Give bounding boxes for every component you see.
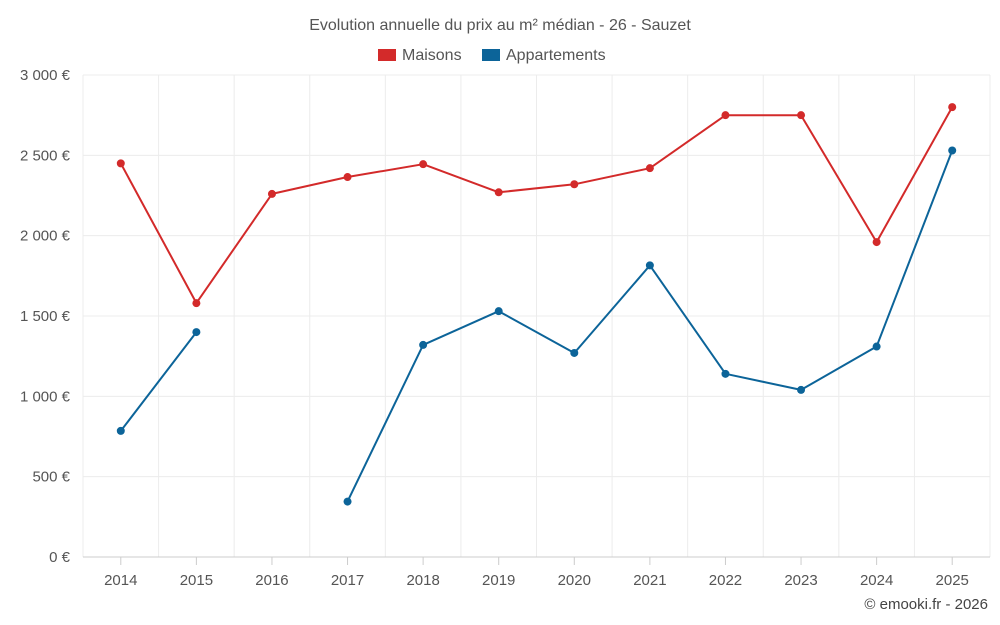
legend-label[interactable]: Appartements [506, 47, 606, 64]
data-point[interactable] [343, 497, 352, 506]
data-point[interactable] [872, 342, 881, 351]
data-point[interactable] [494, 188, 503, 197]
data-point[interactable] [192, 328, 201, 337]
x-tick-label: 2014 [104, 572, 137, 589]
series-line [119, 331, 198, 432]
series-maisons [116, 103, 957, 308]
y-tick-label: 3 000 € [20, 67, 71, 84]
x-tick-label: 2024 [860, 572, 893, 589]
data-point[interactable] [721, 111, 730, 120]
y-tick-label: 2 500 € [20, 147, 71, 164]
data-point[interactable] [192, 299, 201, 308]
data-point[interactable] [948, 146, 957, 155]
credit-text: © emooki.fr - 2026 [864, 596, 988, 613]
x-tick-label: 2021 [633, 572, 666, 589]
series [116, 103, 957, 506]
data-point[interactable] [570, 180, 579, 189]
x-tick-label: 2015 [180, 572, 213, 589]
legend-swatch [378, 49, 396, 61]
y-tick-label: 2 000 € [20, 228, 71, 245]
y-axis-ticks: 0 € 500 € 1 000 € 1 500 € 2 000 € 2 500 € 3 00… [20, 67, 71, 566]
data-point[interactable] [721, 369, 730, 378]
data-point[interactable] [419, 340, 428, 349]
data-point[interactable] [797, 385, 806, 394]
y-tick-label: 1 000 € [20, 388, 71, 405]
legend-swatch [482, 49, 500, 61]
data-point[interactable] [494, 307, 503, 316]
data-point[interactable] [948, 103, 957, 112]
data-point[interactable] [570, 348, 579, 357]
y-tick-label: 500 € [32, 469, 70, 486]
data-point[interactable] [797, 111, 806, 120]
data-point[interactable] [645, 164, 654, 173]
data-point[interactable] [419, 160, 428, 169]
data-point[interactable] [872, 238, 881, 247]
legend: Maisons Appartements [378, 47, 606, 64]
x-tick-label: 2018 [406, 572, 439, 589]
series-line [346, 149, 954, 503]
x-axis-ticks: 2014 2015 2016 2017 2018 2019 2020 2021 2022 2023… [104, 572, 969, 589]
x-tick-label: 2023 [784, 572, 817, 589]
x-tick-label: 2017 [331, 572, 364, 589]
data-point[interactable] [116, 159, 125, 168]
x-tick-label: 2020 [558, 572, 591, 589]
data-point[interactable] [267, 189, 276, 198]
x-tick-label: 2016 [255, 572, 288, 589]
x-tick-label: 2025 [936, 572, 969, 589]
legend-label[interactable]: Maisons [402, 47, 462, 64]
chart-title: Evolution annuelle du prix au m² médian … [309, 17, 691, 34]
series-appartements [116, 146, 957, 506]
data-point[interactable] [645, 261, 654, 270]
y-tick-label: 0 € [49, 549, 71, 566]
data-point[interactable] [343, 173, 352, 182]
data-point[interactable] [116, 426, 125, 435]
y-tick-label: 1 500 € [20, 308, 71, 325]
x-tick-label: 2022 [709, 572, 742, 589]
x-tick-label: 2019 [482, 572, 515, 589]
grid [82, 74, 991, 565]
series-line [119, 106, 954, 305]
